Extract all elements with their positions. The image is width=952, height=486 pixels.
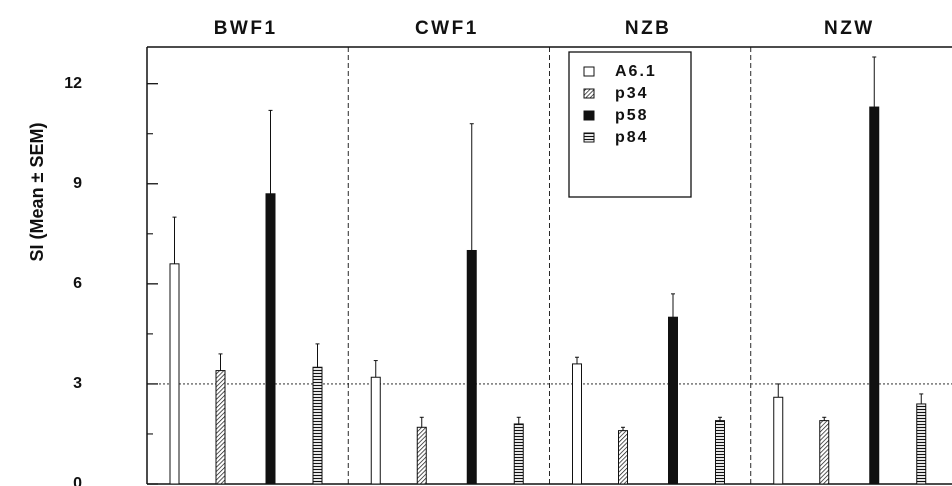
- bar-p34: [819, 420, 830, 485]
- bar-p34: [416, 426, 427, 485]
- bars: [169, 56, 927, 485]
- legend-label: p34: [615, 85, 649, 102]
- bar-p58: [869, 106, 880, 485]
- plot-frame: [146, 46, 952, 485]
- y-tick-label: 9: [73, 175, 82, 192]
- bar-p58: [265, 193, 276, 485]
- bar-a61: [773, 396, 784, 485]
- bar-p84: [312, 366, 323, 485]
- bar-p34: [618, 430, 628, 485]
- category-label: NZW: [824, 18, 875, 39]
- labels: 0 3 6 9 12 SI (Mean ± SEM) BWF1 CWF1 NZB NZW: [27, 18, 875, 486]
- bar-p84: [916, 403, 927, 485]
- bar-p58: [668, 316, 678, 485]
- bar-a61: [370, 376, 381, 485]
- y-tick-label: 0: [73, 475, 82, 486]
- bar-p34: [215, 370, 226, 485]
- y-tick-label: 6: [73, 275, 82, 292]
- bar-p58: [466, 249, 477, 485]
- legend-label: p58: [615, 107, 649, 124]
- legend-label: A6.1: [615, 63, 657, 80]
- y-axis-label: SI (Mean ± SEM): [27, 123, 47, 262]
- legend-swatch: [583, 110, 595, 121]
- category-label: CWF1: [415, 18, 479, 39]
- legend-swatch: [583, 132, 595, 143]
- legend-swatch: [583, 66, 595, 77]
- y-tick-label: 3: [73, 375, 82, 392]
- bar-p84: [715, 420, 725, 485]
- category-label: NZB: [625, 18, 672, 39]
- y-tick-label: 12: [64, 75, 82, 92]
- bar-p84: [513, 423, 524, 485]
- legend-swatch: [583, 88, 595, 99]
- bar-a61: [169, 263, 180, 485]
- legend: A6.1 p34 p58 p84: [568, 51, 692, 198]
- category-label: BWF1: [214, 18, 278, 39]
- bar-a61: [572, 363, 582, 485]
- legend-label: p84: [615, 129, 649, 146]
